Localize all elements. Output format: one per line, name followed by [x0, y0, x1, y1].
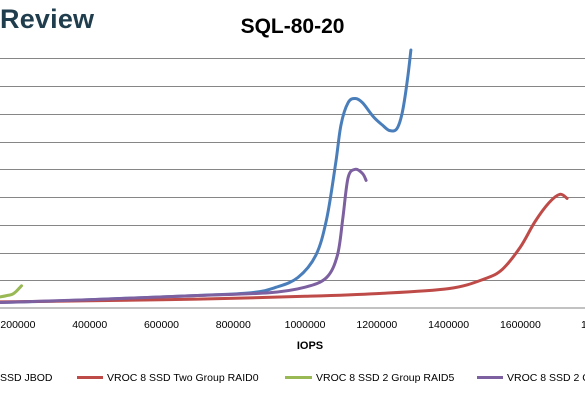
legend: SSD JBOD VROC 8 SSD Two Group RAID0 VROC 8… — [0, 372, 585, 384]
x-axis-label: IOPS — [297, 340, 323, 352]
x-tick-label: 200000 — [0, 319, 35, 331]
x-tick-label: 1200000 — [356, 319, 397, 331]
x-tick-label: 1000000 — [285, 319, 326, 331]
x-tick-labels: 200000 400000 600000 800000 1000000 1200000 14… — [0, 319, 585, 331]
brand-logo-text: Review — [0, 4, 95, 34]
gridlines — [0, 58, 585, 281]
series-lines — [0, 48, 569, 304]
x-tick-label: 1 — [581, 319, 585, 331]
x-tick-label: 1400000 — [428, 319, 469, 331]
legend-label: VROC 8 SSD 2 Group RAID5 — [316, 372, 454, 384]
x-tick-label: 1600000 — [500, 319, 541, 331]
x-tick-label: 600000 — [144, 319, 179, 331]
legend-label: VROC 8 SSD 2 G — [507, 372, 585, 384]
series-line-1 — [0, 192, 569, 304]
legend-label: SSD JBOD — [0, 372, 53, 384]
x-tick-label: 800000 — [216, 319, 251, 331]
series-line-3 — [0, 167, 368, 304]
legend-label: VROC 8 SSD Two Group RAID0 — [107, 372, 259, 384]
x-tick-label: 400000 — [72, 319, 107, 331]
series-line-2 — [0, 284, 23, 299]
chart-title: SQL-80-20 — [240, 15, 345, 38]
